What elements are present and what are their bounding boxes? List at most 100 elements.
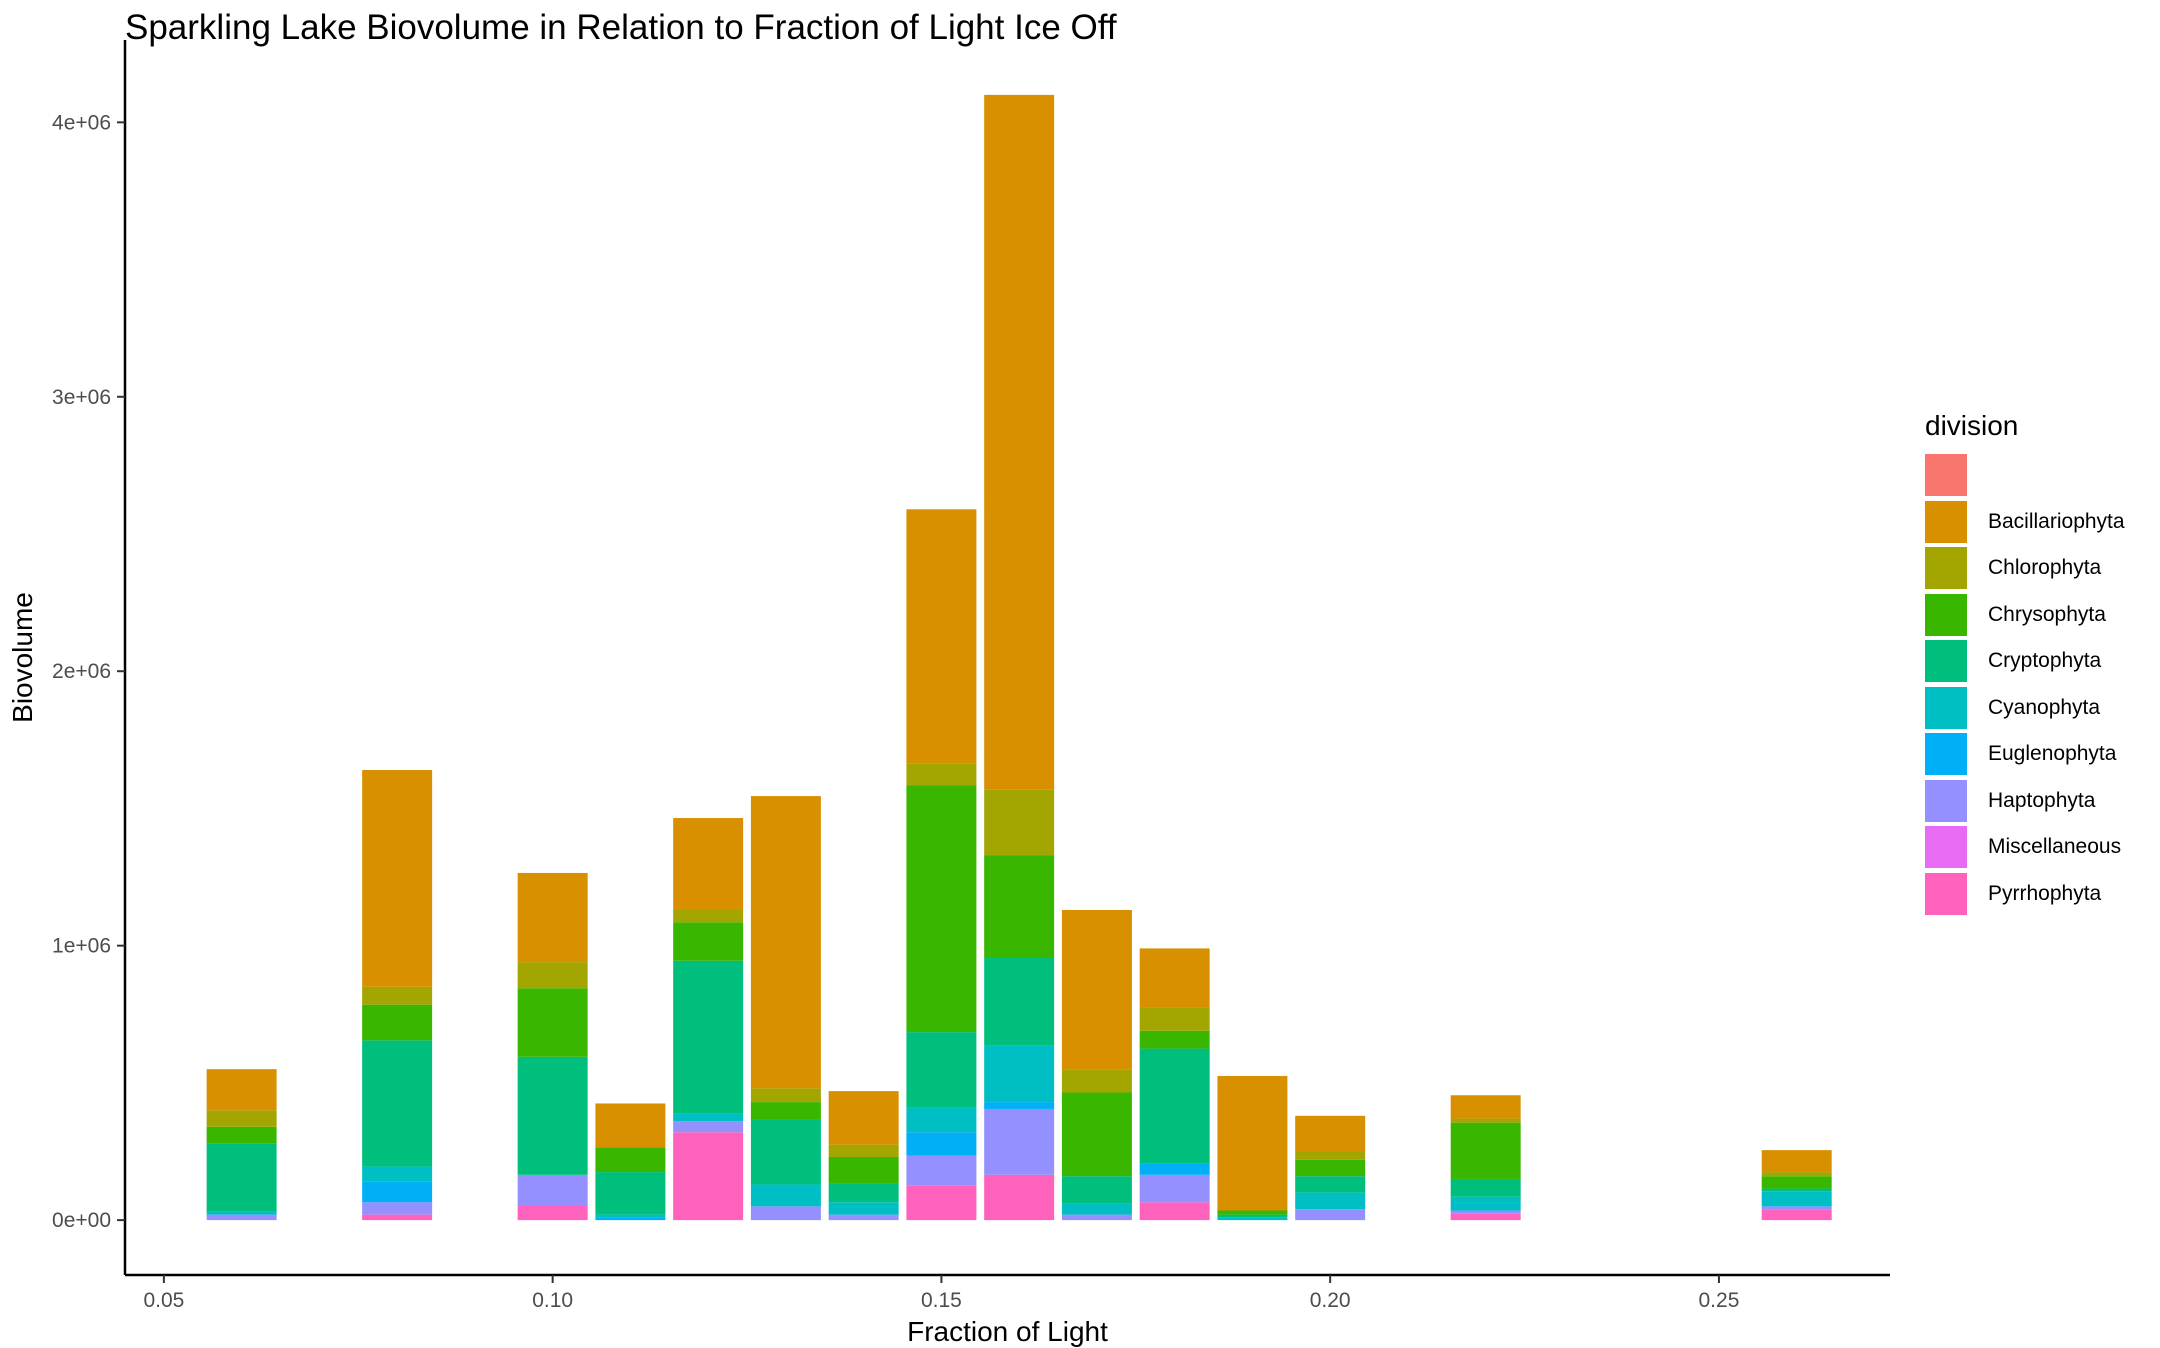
bar-segment-chlorophyta-7 (906, 763, 977, 786)
bar-segment-cryptophyta-2 (517, 1056, 588, 1175)
y-tick-label: 4e+06 (52, 111, 111, 134)
bar-segment-chlorophyta-8 (984, 789, 1055, 856)
y-tick-label: 2e+06 (52, 660, 111, 683)
bar-segment-cryptophyta-9 (1061, 1176, 1132, 1204)
bar-segment-cyanophyta-3 (595, 1214, 666, 1218)
legend-item: Pyrrhophyta (1925, 871, 2125, 918)
legend-item: Chlorophyta (1925, 545, 2125, 592)
bar-segment-chrysophyta-8 (984, 855, 1055, 959)
x-tick-label: 0.15 (921, 1289, 962, 1312)
legend-swatch (1925, 686, 1967, 729)
bar-segment-haptophyta-5 (750, 1206, 821, 1221)
bar-segment-chlorophyta-1 (362, 986, 433, 1005)
bar-segment-chlorophyta-13 (1450, 1118, 1521, 1123)
bar-segment-cyanophyta-14 (1761, 1191, 1832, 1207)
bar-segment-cryptophyta-7 (906, 1032, 977, 1108)
bar-segment-cryptophyta-1 (362, 1040, 433, 1167)
bar-segment-pyrrhophyta-13 (1450, 1213, 1521, 1221)
bar-segment-haptophyta-10 (1139, 1174, 1210, 1203)
y-tick-label: 1e+06 (52, 935, 111, 958)
bar-segment-bacillariophyta-14 (1761, 1150, 1832, 1173)
bar-segment-chrysophyta-10 (1139, 1030, 1210, 1049)
bar-segment-pyrrhophyta-1 (362, 1214, 433, 1221)
bar-segment-bacillariophyta-5 (750, 796, 821, 1089)
bar-segment-bacillariophyta-13 (1450, 1095, 1521, 1119)
bar-segment-haptophyta-1 (362, 1202, 433, 1215)
legend-item (1925, 452, 2125, 499)
bar-segment-chrysophyta-9 (1061, 1092, 1132, 1177)
bar-segment-cryptophyta-11 (1217, 1214, 1288, 1218)
bar-segment-euglenophyta-8 (984, 1102, 1055, 1109)
chart-title: Sparkling Lake Biovolume in Relation to … (125, 8, 1117, 47)
bar-segment-pyrrhophyta-10 (1139, 1202, 1210, 1221)
bar-segment-cyanophyta-12 (1295, 1192, 1366, 1210)
bar-segment-cyanophyta-9 (1061, 1203, 1132, 1215)
legend-item: Miscellaneous (1925, 824, 2125, 871)
bar-segment-chrysophyta-11 (1217, 1210, 1288, 1215)
bar-segment-chlorophyta-4 (673, 909, 744, 923)
x-tick-label: 0.10 (532, 1289, 573, 1312)
legend-label: Chrysophyta (1988, 602, 2106, 626)
bar-segment-euglenophyta-3 (595, 1217, 666, 1221)
y-tick-label: 0e+00 (52, 1209, 111, 1232)
bar-segment-bacillariophyta-4 (673, 818, 744, 910)
bar-segment-haptophyta-2 (517, 1174, 588, 1206)
bar-segment-cryptophyta-6 (828, 1183, 899, 1203)
bar-segment-haptophyta-7 (906, 1155, 977, 1186)
legend-item: Cryptophyta (1925, 638, 2125, 685)
legend-item: Euglenophyta (1925, 731, 2125, 778)
legend-swatch (1925, 500, 1967, 543)
bar-segment-pyrrhophyta-14 (1761, 1209, 1832, 1221)
bar-segment-chlorophyta-12 (1295, 1151, 1366, 1160)
bar-segment-chrysophyta-5 (750, 1102, 821, 1120)
bar-segment-haptophyta-9 (1061, 1214, 1132, 1221)
bar-segment-chrysophyta-7 (906, 785, 977, 1033)
bar-segment-chlorophyta-5 (750, 1088, 821, 1103)
bar-segment-bacillariophyta-6 (828, 1091, 899, 1145)
bar-segment-chlorophyta-6 (828, 1144, 899, 1157)
bar-segment-cryptophyta-8 (984, 958, 1055, 1046)
bar-segment-cryptophyta-13 (1450, 1178, 1521, 1197)
bar-segment-euglenophyta-7 (906, 1132, 977, 1156)
legend-label: Bacillariophyta (1988, 509, 2125, 533)
bar-segment-bacillariophyta-2 (517, 872, 588, 963)
legend: division Bacillariophyta Chlorophyta Chrys… (1925, 410, 2125, 917)
bar-segment-cyanophyta-4 (673, 1113, 744, 1122)
bar-segment-chlorophyta-0 (206, 1110, 277, 1127)
bar-segment-chrysophyta-12 (1295, 1159, 1366, 1177)
bar-segment-chrysophyta-13 (1450, 1122, 1521, 1179)
legend-swatch (1925, 733, 1967, 776)
x-tick-label: 0.25 (1699, 1289, 1740, 1312)
x-tick-label: 0.20 (1310, 1289, 1351, 1312)
legend-item: Haptophyta (1925, 778, 2125, 825)
bar-segment-chlorophyta-14 (1761, 1172, 1832, 1177)
bar-segment-cryptophyta-5 (750, 1119, 821, 1185)
bar-segment-cyanophyta-13 (1450, 1196, 1521, 1211)
axes-layer: 0e+00 1e+06 2e+06 3e+06 4e+06 0.05 0.10 0.15 0.2… (52, 40, 1890, 1312)
bar-segment-bacillariophyta-1 (362, 770, 433, 987)
legend-label: Chlorophyta (1988, 556, 2102, 580)
bar-segment-chlorophyta-2 (517, 962, 588, 989)
bar-segment-cryptophyta-3 (595, 1172, 666, 1215)
bar-segment-bacillariophyta-3 (595, 1103, 666, 1148)
bar-segment-pyrrhophyta-4 (673, 1132, 744, 1221)
bar-segment-chlorophyta-10 (1139, 1007, 1210, 1031)
bar-segment-bacillariophyta-8 (984, 94, 1055, 790)
legend-label: Euglenophyta (1988, 742, 2117, 766)
bar-segment-bacillariophyta-7 (906, 509, 977, 764)
bar-segment-chrysophyta-1 (362, 1004, 433, 1041)
bar-segment-haptophyta-12 (1295, 1209, 1366, 1221)
bar-segment-cyanophyta-6 (828, 1202, 899, 1215)
bar-segment-bacillariophyta-9 (1061, 909, 1132, 1070)
bar-segment-euglenophyta-1 (362, 1181, 433, 1203)
bar-segment-cyanophyta-7 (906, 1107, 977, 1133)
bar-segment-chrysophyta-6 (828, 1156, 899, 1184)
legend-swatch (1925, 872, 1967, 915)
legend-item: Bacillariophyta (1925, 499, 2125, 546)
bar-segment-haptophyta-14 (1761, 1206, 1832, 1210)
bar-segment-cryptophyta-14 (1761, 1188, 1832, 1192)
bar-segment-chrysophyta-4 (673, 922, 744, 961)
x-tick-label: 0.05 (143, 1289, 184, 1312)
bar-segment-bacillariophyta-10 (1139, 948, 1210, 1008)
